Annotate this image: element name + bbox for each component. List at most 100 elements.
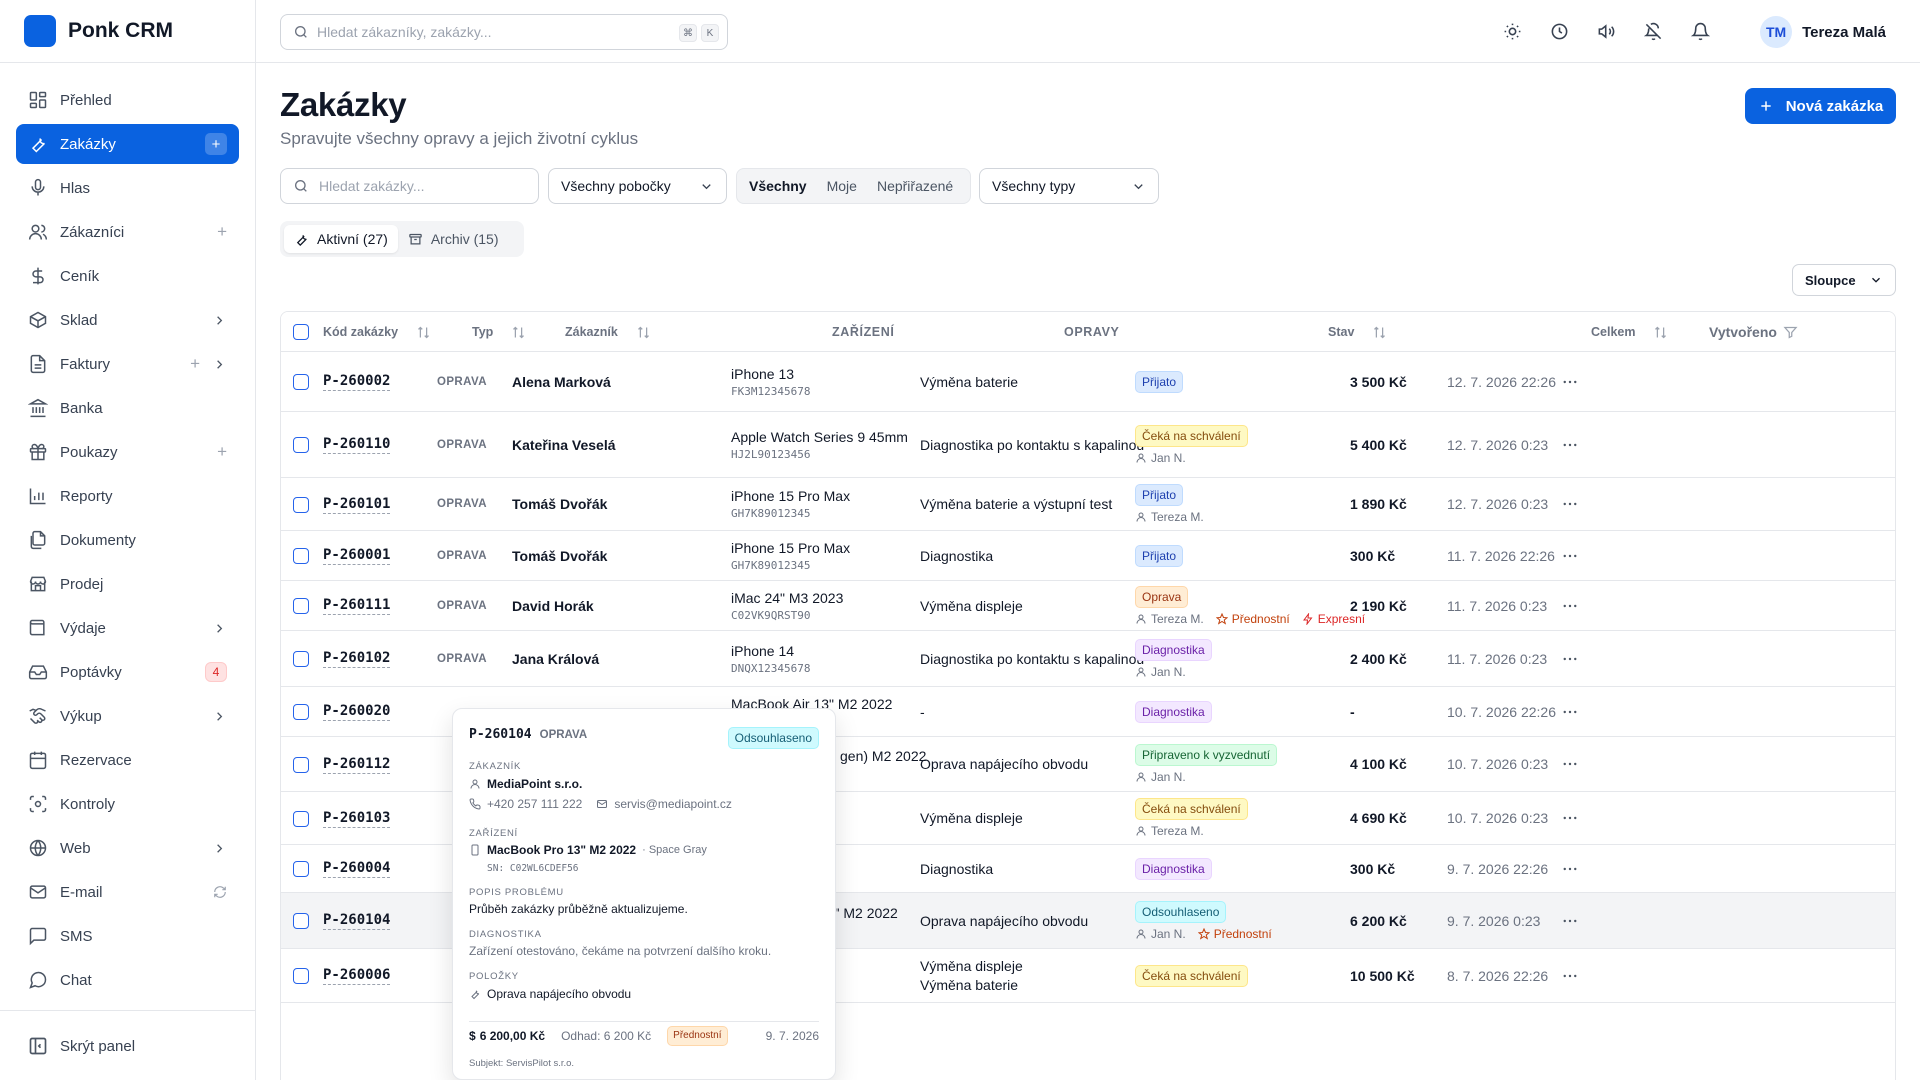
customer-name[interactable]: Tomáš Dvořák [512,496,608,512]
sidebar-item-20[interactable]: Chat [16,960,239,1000]
sidebar-item-10[interactable]: Dokumenty [16,520,239,560]
more-actions-icon[interactable] [1561,967,1579,985]
order-code-link[interactable]: P-260001 [323,547,391,565]
row-checkbox[interactable] [293,704,309,720]
new-order-button[interactable]: Nová zakázka [1745,88,1896,124]
hide-panel-button[interactable]: Skrýt panel [16,1026,239,1066]
more-actions-icon[interactable] [1561,860,1579,878]
th-total[interactable]: Celkem [1591,312,1668,352]
customer-name[interactable]: Tomáš Dvořák [512,547,608,564]
table-row[interactable]: P-260111 OPRAVA David Horák iMac 24" M3 202… [281,581,1895,631]
th-code[interactable]: Kód zakázky [323,312,431,352]
sidebar-item-12[interactable]: Výdaje [16,608,239,648]
tab-active[interactable]: Aktivní (27) [284,225,398,253]
table-row[interactable]: P-260103-C02ZN1ABCD12Výměna displejeČeká… [281,792,1895,845]
table-row[interactable]: P-260101 OPRAVA Tomáš Dvořák iPhone 15 Pro … [281,478,1895,531]
sidebar-item-6[interactable]: Faktury + [16,344,239,384]
more-actions-icon[interactable] [1561,912,1579,930]
order-code-link[interactable]: P-260002 [323,373,391,391]
sun-icon[interactable] [1503,22,1522,41]
more-actions-icon[interactable] [1561,809,1579,827]
bell-off-icon[interactable] [1644,22,1663,41]
more-actions-icon[interactable] [1561,650,1579,668]
th-customer[interactable]: Zákazník [565,312,651,352]
sidebar-item-13[interactable]: Poptávky 4 [16,652,239,692]
sidebar-item-9[interactable]: Reporty [16,476,239,516]
assign-mine-option[interactable]: Moje [826,178,857,194]
more-actions-icon[interactable] [1561,597,1579,615]
more-actions-icon[interactable] [1561,547,1579,565]
refresh-icon[interactable] [213,885,227,899]
sidebar-item-14[interactable]: Výkup [16,696,239,736]
add-order-icon[interactable]: + [205,133,227,155]
order-code-link[interactable]: P-260101 [323,495,391,514]
customer-name[interactable]: Alena Marková [512,373,611,390]
th-status[interactable]: Stav [1328,312,1387,352]
more-actions-icon[interactable] [1561,373,1579,391]
add-icon[interactable]: + [217,222,227,241]
table-row[interactable]: P-260110 OPRAVA Kateřina Veselá Apple Watch… [281,412,1895,478]
table-row[interactable]: P-260001 OPRAVA Tomáš Dvořák iPhone 15 Pro … [281,531,1895,581]
sidebar-item-3[interactable]: Zákazníci + [16,212,239,252]
row-checkbox[interactable] [293,548,309,564]
tab-archive[interactable]: Archiv (15) [398,225,509,253]
th-type[interactable]: Typ [472,312,526,352]
sidebar-item-5[interactable]: Sklad [16,300,239,340]
bell-icon[interactable] [1691,22,1710,41]
order-code-link[interactable]: P-260006 [323,967,391,985]
order-code-link[interactable]: P-260004 [323,860,391,878]
customer-name[interactable]: Jana Králová [512,650,600,667]
order-code-link[interactable]: P-260110 [323,436,391,454]
popover-phone[interactable]: +420 257 111 222 [487,797,583,811]
sidebar-item-7[interactable]: Banka [16,388,239,428]
sidebar-item-17[interactable]: Web [16,828,239,868]
user-menu[interactable]: TM Tereza Malá [1760,16,1886,48]
order-code-link[interactable]: P-260112 [323,755,391,774]
popover-code[interactable]: P-260104 [469,727,532,742]
row-checkbox[interactable] [293,810,309,827]
order-code-link[interactable]: P-260104 [323,912,391,930]
sidebar-item-18[interactable]: E-mail [16,872,239,912]
assign-all-option[interactable]: Všechny [749,178,807,194]
branch-select[interactable]: Všechny pobočky [548,168,727,204]
customer-name[interactable]: David Horák [512,597,594,614]
sidebar-item-11[interactable]: Prodej [16,564,239,604]
table-row[interactable]: P-260102 OPRAVA Jana Králová iPhone 14 DNQX1… [281,631,1895,687]
row-checkbox[interactable] [293,913,309,929]
th-created[interactable]: Vytvořeno [1709,312,1798,352]
sidebar-item-2[interactable]: Hlas [16,168,239,208]
row-checkbox[interactable] [293,496,309,513]
row-checkbox[interactable] [293,598,309,614]
brand[interactable]: Ponk CRM [0,0,255,63]
table-row[interactable]: P-260002 OPRAVA Alena Marková iPhone 13 FK3M… [281,352,1895,412]
row-checkbox[interactable] [293,756,309,773]
row-checkbox[interactable] [293,374,309,390]
sidebar-item-0[interactable]: Přehled [16,80,239,120]
sidebar-item-15[interactable]: Rezervace [16,740,239,780]
select-all-checkbox[interactable] [293,324,309,340]
more-actions-icon[interactable] [1561,495,1579,513]
sidebar-item-1[interactable]: Zakázky + [16,124,239,164]
more-actions-icon[interactable] [1561,703,1579,721]
row-checkbox[interactable] [293,968,309,984]
popover-email[interactable]: servis@mediapoint.cz [614,797,732,811]
customer-name[interactable]: Kateřina Veselá [512,436,616,453]
more-actions-icon[interactable] [1561,436,1579,454]
order-code-link[interactable]: P-260111 [323,597,391,615]
row-checkbox[interactable] [293,437,309,453]
sidebar-item-16[interactable]: Kontroly [16,784,239,824]
add-icon[interactable]: + [190,354,200,373]
more-actions-icon[interactable] [1561,755,1579,773]
order-code-link[interactable]: P-260103 [323,809,391,828]
add-icon[interactable]: + [217,442,227,461]
global-search-input[interactable]: Hledat zákazníky, zakázky... ⌘ K [280,14,728,50]
order-code-link[interactable]: P-260102 [323,650,391,668]
type-select[interactable]: Všechny typy [979,168,1159,204]
volume-icon[interactable] [1597,22,1616,41]
columns-button[interactable]: Sloupce [1792,264,1896,296]
sidebar-item-8[interactable]: Poukazy + [16,432,239,472]
orders-search-input[interactable]: Hledat zakázky... [280,168,539,204]
clock-icon[interactable] [1550,22,1569,41]
row-checkbox[interactable] [293,861,309,877]
row-checkbox[interactable] [293,651,309,667]
